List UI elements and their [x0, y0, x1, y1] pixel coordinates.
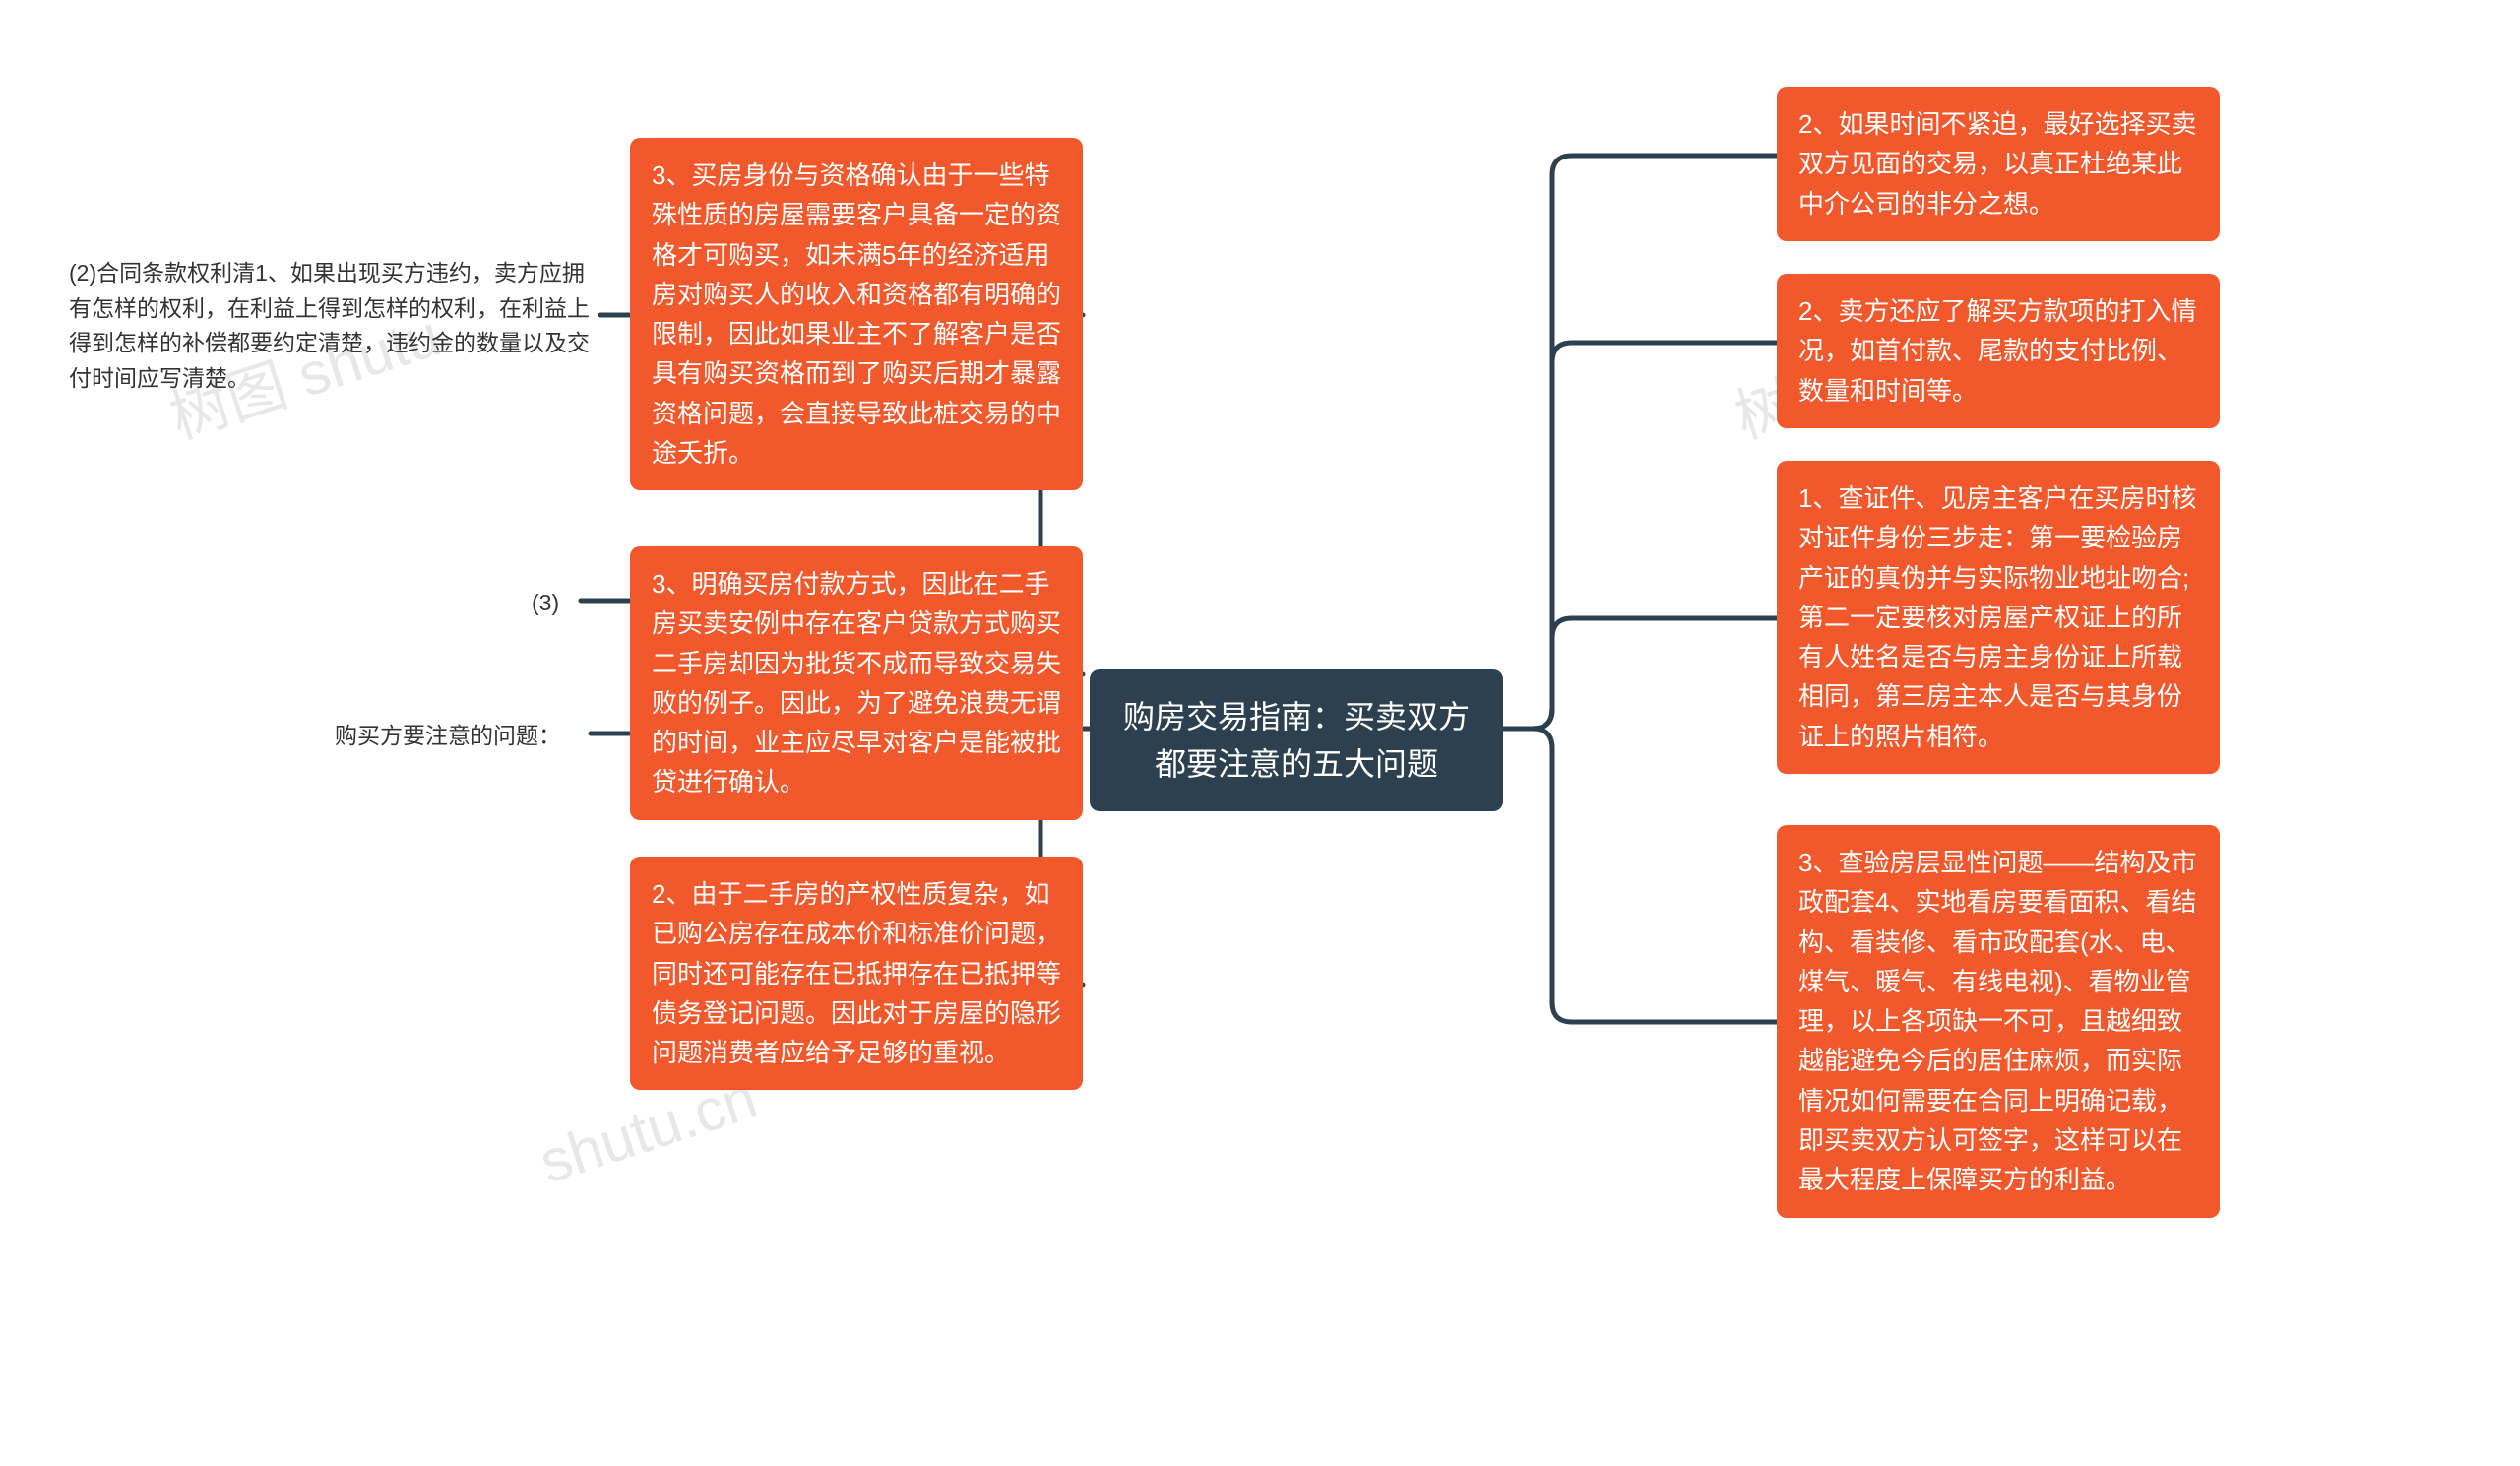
mindmap-node-right-4[interactable]: 3、查验房层显性问题——结构及市政配套4、实地看房要看面积、看结构、看装修、看市…: [1777, 825, 2220, 1218]
root-title-line2: 都要注意的五大问题: [1155, 746, 1438, 782]
mindmap-root[interactable]: 购房交易指南：买卖双方 都要注意的五大问题: [1090, 669, 1503, 811]
root-title-line1: 购房交易指南：买卖双方: [1123, 699, 1470, 734]
leaf-text: (2)合同条款权利清1、如果出现买方违约，卖方应拥有怎样的权利，在利益上得到怎样…: [69, 260, 590, 391]
mindmap-node-left-2[interactable]: 3、明确买房付款方式，因此在二手房买卖安例中存在客户贷款方式购买二手房却因为批货…: [630, 546, 1083, 820]
mindmap-node-right-3[interactable]: 1、查证件、见房主客户在买房时核对证件身份三步走：第一要检验房产证的真伪并与实际…: [1777, 461, 2220, 774]
node-text: 1、查证件、见房主客户在买房时核对证件身份三步走：第一要检验房产证的真伪并与实际…: [1798, 483, 2196, 751]
mindmap-node-right-1[interactable]: 2、如果时间不紧迫，最好选择买卖双方见面的交易，以真正杜绝某此中介公司的非分之想…: [1777, 87, 2220, 241]
node-text: 3、买房身份与资格确认由于一些特殊性质的房屋需要客户具备一定的资格才可购买，如未…: [652, 160, 1061, 468]
leaf-text: (3): [532, 590, 559, 615]
node-text: 2、卖方还应了解买方款项的打入情况，如首付款、尾款的支付比例、数量和时间等。: [1798, 296, 2196, 406]
node-text: 3、查验房层显性问题——结构及市政配套4、实地看房要看面积、看结构、看装修、看市…: [1798, 848, 2196, 1194]
mindmap-node-left-1[interactable]: 3、买房身份与资格确认由于一些特殊性质的房屋需要客户具备一定的资格才可购买，如未…: [630, 138, 1083, 490]
node-text: 2、由于二手房的产权性质复杂，如已购公房存在成本价和标准价问题，同时还可能存在已…: [652, 879, 1061, 1067]
mindmap-node-right-2[interactable]: 2、卖方还应了解买方款项的打入情况，如首付款、尾款的支付比例、数量和时间等。: [1777, 274, 2220, 428]
mindmap-node-left-3[interactable]: 2、由于二手房的产权性质复杂，如已购公房存在成本价和标准价问题，同时还可能存在已…: [630, 857, 1083, 1090]
mindmap-leaf-1[interactable]: (2)合同条款权利清1、如果出现买方违约，卖方应拥有怎样的权利，在利益上得到怎样…: [69, 256, 600, 397]
node-text: 2、如果时间不紧迫，最好选择买卖双方见面的交易，以真正杜绝某此中介公司的非分之想…: [1798, 109, 2196, 219]
mindmap-leaf-3[interactable]: 购买方要注意的问题：: [335, 719, 591, 754]
leaf-text: 购买方要注意的问题：: [335, 723, 561, 748]
mindmap-leaf-2[interactable]: (3): [532, 586, 581, 621]
node-text: 3、明确买房付款方式，因此在二手房买卖安例中存在客户贷款方式购买二手房却因为批货…: [652, 569, 1061, 797]
